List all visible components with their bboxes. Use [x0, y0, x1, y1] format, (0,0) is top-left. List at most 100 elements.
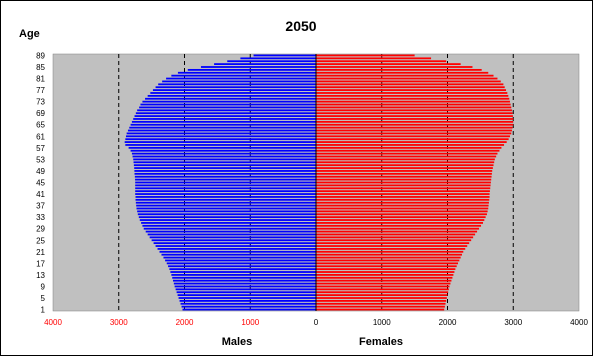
bar-female	[316, 308, 445, 311]
bar-female	[316, 245, 468, 247]
bar-female	[316, 135, 510, 138]
bar-male	[135, 201, 316, 204]
y-tick-label: 61	[36, 132, 45, 141]
bar-male	[158, 83, 316, 86]
bar-male	[153, 242, 316, 245]
bar-female	[316, 71, 489, 74]
bar-female	[316, 204, 489, 207]
x-tick-label: 3000	[504, 318, 522, 327]
bar-male	[133, 161, 316, 164]
bar-female	[316, 291, 449, 294]
bar-male	[135, 190, 316, 193]
y-tick-label: 81	[36, 75, 45, 84]
bar-female	[316, 299, 447, 302]
bar-female	[316, 274, 454, 276]
bar-male	[134, 115, 316, 117]
y-tick-labels: 89 85 81 77 73 69 65 61 57 53 49 45 41 37 33 29 25 21 17 13…	[36, 51, 45, 314]
y-axis-label: Age	[19, 28, 40, 40]
y-tick-label: 13	[36, 271, 45, 280]
bar-female	[316, 126, 513, 129]
bar-female	[316, 74, 494, 77]
bar-male	[173, 282, 316, 285]
bar-male	[145, 230, 316, 233]
bar-female	[316, 184, 491, 187]
bar-female	[316, 297, 447, 299]
bar-female	[316, 198, 490, 201]
bar-female	[316, 181, 491, 184]
bar-male	[174, 285, 316, 288]
bar-female	[316, 285, 450, 288]
y-tick-label: 25	[36, 236, 45, 245]
bar-male	[172, 276, 316, 279]
bar-female	[316, 239, 472, 242]
bar-female	[316, 77, 498, 80]
bar-female	[316, 227, 480, 230]
bar-female	[316, 256, 461, 259]
bar-female	[316, 233, 476, 236]
bar-male	[130, 123, 316, 126]
y-tick-label: 1	[41, 306, 46, 315]
bar-male	[181, 305, 316, 308]
bar-male	[182, 308, 316, 311]
bar-male	[125, 144, 316, 146]
bar-female	[316, 132, 512, 135]
bar-male	[151, 239, 316, 242]
bar-female	[316, 248, 466, 250]
bar-male	[187, 68, 316, 71]
x-axis-label-males: Males	[222, 336, 253, 348]
bar-male	[137, 210, 316, 213]
y-tick-label: 33	[36, 213, 45, 222]
bar-male	[134, 175, 316, 178]
bar-male	[152, 89, 316, 91]
bar-male	[157, 248, 316, 250]
bar-male	[177, 71, 316, 74]
bar-male	[143, 227, 316, 230]
bar-male	[140, 103, 316, 106]
bar-male	[155, 86, 316, 89]
bar-female	[316, 144, 505, 146]
bar-male	[130, 149, 316, 152]
x-tick-label: 0	[314, 318, 319, 327]
bar-female	[316, 259, 460, 262]
x-tick-label: 4000	[570, 318, 588, 327]
bar-female	[316, 279, 452, 282]
bar-male	[171, 74, 316, 77]
bar-male	[137, 109, 316, 112]
y-tick-label: 69	[36, 109, 45, 118]
bar-female	[316, 222, 484, 224]
bar-female	[316, 213, 487, 216]
bar-male	[165, 259, 316, 262]
bar-male	[175, 288, 316, 291]
bar-male	[124, 141, 316, 143]
bar-male	[127, 129, 316, 132]
bar-female	[316, 271, 455, 273]
bar-male	[138, 216, 316, 219]
bar-male	[139, 106, 316, 109]
bar-female	[316, 187, 491, 190]
bar-male	[142, 100, 316, 103]
y-tick-label: 77	[36, 86, 45, 95]
bar-male	[125, 135, 316, 138]
bar-female	[316, 54, 415, 57]
bar-male	[133, 158, 316, 161]
x-tick-label: 4000	[44, 318, 62, 327]
bar-male	[139, 219, 316, 221]
bar-male	[169, 268, 316, 271]
bar-female	[316, 138, 509, 141]
bar-female	[316, 83, 504, 86]
y-tick-label: 49	[36, 167, 45, 176]
bar-female	[316, 118, 514, 120]
y-tick-label: 45	[36, 179, 45, 188]
bar-male	[150, 92, 316, 94]
bar-male	[135, 181, 316, 184]
bar-female	[316, 141, 507, 143]
bar-male	[149, 236, 316, 239]
bar-male	[176, 291, 316, 294]
bar-male	[170, 271, 316, 273]
bar-male	[145, 97, 316, 100]
bar-male	[132, 155, 316, 158]
bar-female	[316, 158, 495, 161]
bar-female	[316, 97, 510, 100]
bar-female	[316, 178, 492, 181]
